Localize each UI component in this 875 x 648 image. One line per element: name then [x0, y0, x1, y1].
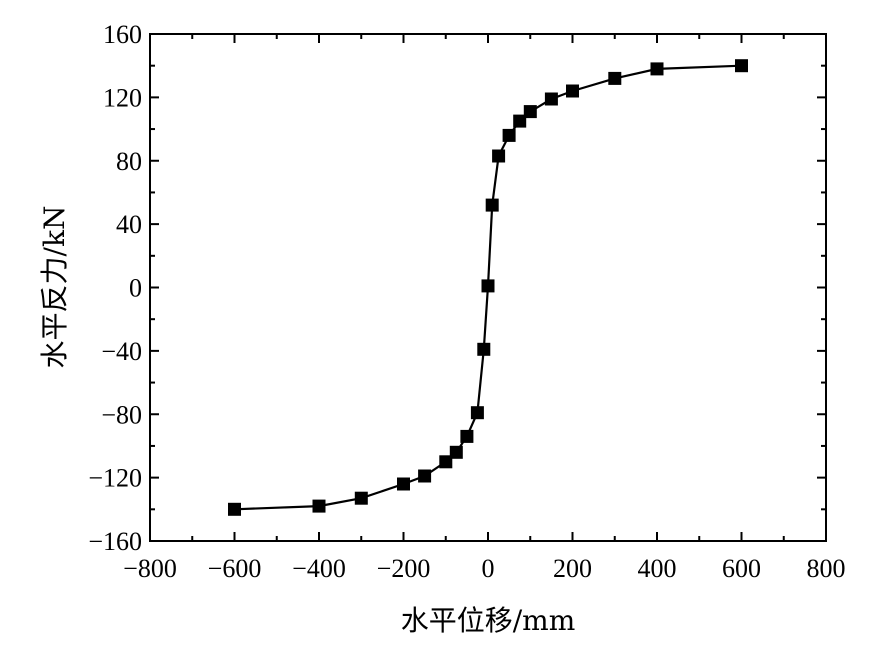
x-tick-label: 600 — [722, 554, 761, 583]
data-point — [460, 429, 474, 443]
data-point — [523, 105, 537, 119]
x-axis-label: 水平位移/mm — [401, 604, 576, 637]
data-point — [397, 477, 410, 491]
y-tick-label: 120 — [103, 83, 142, 112]
x-tick-label: −600 — [208, 554, 262, 583]
data-point — [502, 128, 516, 142]
x-tick-label: 400 — [638, 554, 677, 583]
y-tick-label: −120 — [88, 464, 142, 493]
data-point — [312, 499, 326, 513]
y-tick-label: −80 — [101, 400, 142, 429]
y-tick-label: −40 — [101, 337, 142, 366]
data-point — [513, 114, 527, 128]
data-point — [566, 84, 579, 98]
data-point — [608, 71, 622, 85]
y-tick-label: 80 — [116, 147, 142, 176]
x-tick-label: −400 — [292, 554, 346, 583]
x-tick-label: 0 — [482, 554, 495, 583]
data-point — [354, 491, 368, 505]
x-tick-label: −800 — [123, 554, 177, 583]
y-tick-label: 40 — [116, 210, 142, 239]
tick-labels: −800 −600 −400 −200 0 200 400 600 800−160−120−80… — [88, 20, 845, 583]
data-point — [485, 198, 499, 212]
axis-ticks — [149, 33, 827, 542]
y-tick-label: −160 — [88, 527, 142, 556]
x-tick-label: 200 — [553, 554, 592, 583]
data-point — [481, 279, 495, 293]
data-point — [439, 455, 453, 469]
data-point — [418, 469, 432, 483]
x-tick-label: 800 — [807, 554, 846, 583]
data-point — [544, 92, 558, 106]
data-point — [470, 406, 484, 420]
data-point — [228, 502, 241, 516]
y-tick-label: 0 — [129, 274, 142, 303]
data-point — [735, 59, 748, 73]
x-tick-label: −200 — [377, 554, 431, 583]
data-point — [492, 149, 506, 163]
data-point — [449, 445, 463, 459]
data-point — [650, 62, 664, 76]
y-axis-label: 水平反力/kN — [38, 206, 71, 369]
series-markers — [228, 59, 748, 516]
data-point — [477, 342, 491, 356]
y-tick-label: 160 — [103, 20, 142, 49]
